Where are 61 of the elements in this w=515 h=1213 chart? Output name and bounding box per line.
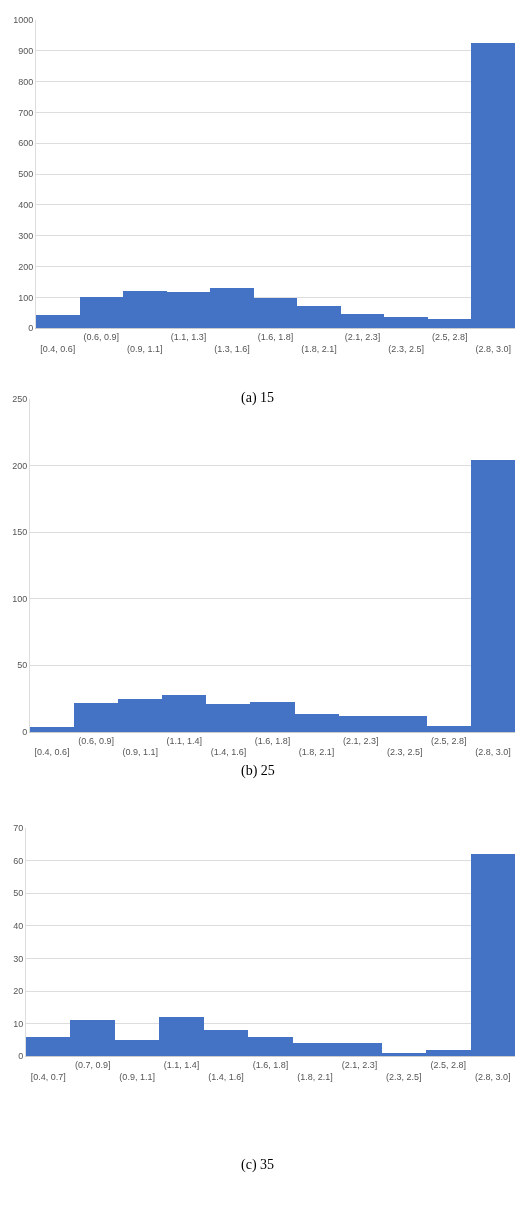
x-tick-label: (2.1, 2.3] bbox=[344, 332, 381, 343]
x-tick-label: (1.8, 2.1] bbox=[301, 343, 337, 354]
x-tick-label: (2.8, 3.0] bbox=[475, 747, 511, 758]
y-tick-label: 200 bbox=[12, 460, 28, 471]
x-tick-label: (1.1, 1.4] bbox=[166, 735, 203, 746]
y-tick-label: 150 bbox=[12, 527, 28, 538]
x-tick-label: (1.6, 1.8] bbox=[254, 735, 291, 746]
x-tick-label: (0.7, 0.9] bbox=[74, 1060, 111, 1071]
y-tick-label: 100 bbox=[12, 593, 28, 604]
y-tick-label: 20 bbox=[13, 986, 24, 997]
y-tick-label: 700 bbox=[18, 107, 34, 118]
x-tick-label: (2.5, 2.8] bbox=[431, 332, 468, 343]
text: (c) 35 bbox=[241, 1157, 275, 1173]
x-tick-label: (0.9, 1.1] bbox=[122, 747, 158, 758]
y-tick-label: 0 bbox=[18, 1051, 24, 1062]
y-tick-label: 0 bbox=[28, 323, 34, 334]
x-tick-label: (1.4, 1.6] bbox=[208, 1071, 244, 1082]
text: (b) 25 bbox=[241, 763, 275, 779]
y-tick-label: 300 bbox=[18, 230, 34, 241]
x-tick-label: (2.1, 2.3] bbox=[341, 1060, 378, 1071]
y-tick-label: 60 bbox=[13, 855, 24, 866]
y-tick-label: 600 bbox=[18, 138, 34, 149]
y-tick-label: 70 bbox=[13, 823, 24, 834]
x-tick-label: (2.1, 2.3] bbox=[342, 735, 379, 746]
y-tick-label: 800 bbox=[18, 76, 34, 87]
x-tick-label: (2.5, 2.8] bbox=[431, 735, 467, 746]
y-tick-label: 250 bbox=[12, 393, 28, 404]
x-tick-label: [0.4, 0.6] bbox=[40, 343, 76, 354]
x-tick-label: (2.8, 3.0] bbox=[475, 343, 511, 354]
x-tick-label: (1.1, 1.4] bbox=[163, 1060, 200, 1071]
x-tick-label: (0.9, 1.1] bbox=[119, 1071, 155, 1082]
x-tick-label: (0.9, 1.1] bbox=[127, 343, 163, 354]
y-tick-label: 40 bbox=[13, 921, 24, 932]
x-tick-label: (0.6, 0.9] bbox=[83, 332, 120, 343]
x-tick-label: (2.3, 2.5] bbox=[386, 1071, 422, 1082]
x-tick-label: (2.3, 2.5] bbox=[388, 343, 424, 354]
x-tick-label: (1.4, 1.6] bbox=[210, 747, 247, 758]
x-tick-label: (2.5, 2.8] bbox=[430, 1060, 467, 1071]
y-tick-label: 10 bbox=[13, 1018, 24, 1029]
x-tick-label: (1.8, 2.1] bbox=[298, 747, 335, 758]
y-tick-label: 30 bbox=[13, 953, 24, 964]
text: (a) 15 bbox=[241, 390, 275, 406]
y-tick-label: 50 bbox=[13, 888, 24, 899]
y-tick-label: 0 bbox=[22, 727, 28, 738]
y-tick-label: 50 bbox=[17, 660, 28, 671]
x-tick-label: (1.6, 1.8] bbox=[257, 332, 294, 343]
x-tick-label: (0.6, 0.9] bbox=[78, 735, 114, 746]
x-tick-label: [0.4, 0.7] bbox=[30, 1071, 66, 1082]
y-tick-label: 200 bbox=[18, 261, 34, 272]
x-tick-label: [0.4, 0.6] bbox=[34, 747, 70, 758]
x-tick-label: (2.8, 3.0] bbox=[475, 1071, 511, 1082]
x-tick-label: (1.8, 2.1] bbox=[297, 1071, 333, 1082]
y-tick-label: 100 bbox=[18, 292, 34, 303]
x-tick-label: (1.3, 1.6] bbox=[214, 343, 250, 354]
x-tick-label: (1.1, 1.3] bbox=[170, 332, 207, 343]
y-tick-label: 400 bbox=[18, 200, 34, 211]
y-tick-label: 1000 bbox=[13, 15, 34, 26]
x-tick-label: (1.6, 1.8] bbox=[252, 1060, 289, 1071]
y-tick-label: 500 bbox=[18, 169, 34, 180]
x-tick-label: (2.3, 2.5] bbox=[387, 747, 423, 758]
y-tick-label: 900 bbox=[18, 45, 34, 56]
